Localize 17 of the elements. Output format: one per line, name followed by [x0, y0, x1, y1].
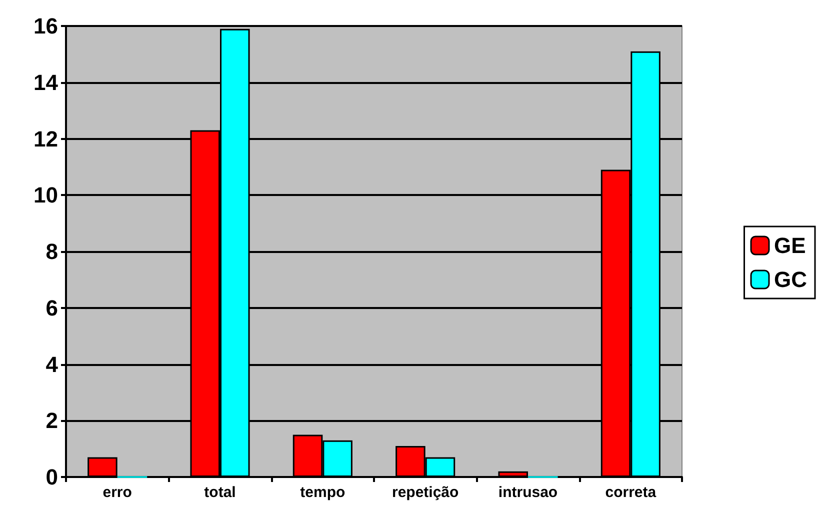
x-tick-label: intrusao	[498, 484, 558, 501]
y-tick-label: 16	[34, 14, 58, 38]
y-tick-label: 2	[46, 408, 58, 434]
x-tick-label: total	[204, 484, 236, 501]
y-tick-label: 12	[34, 126, 58, 152]
y-tick-label: 0	[46, 464, 58, 490]
x-tick-label: erro	[102, 484, 132, 501]
x-tick-label: correta	[605, 484, 657, 501]
legend-label: GC	[774, 267, 808, 292]
y-tick-label: 10	[34, 182, 58, 208]
legend-label: GE	[774, 233, 806, 258]
y-tick-label: 4	[46, 352, 59, 377]
y-tick-label: 6	[46, 295, 58, 320]
y-tick-label: 14	[34, 70, 59, 95]
x-tick-label: tempo	[300, 484, 346, 501]
x-tick-label: repetição	[392, 484, 459, 501]
y-tick-label: 8	[46, 239, 58, 264]
